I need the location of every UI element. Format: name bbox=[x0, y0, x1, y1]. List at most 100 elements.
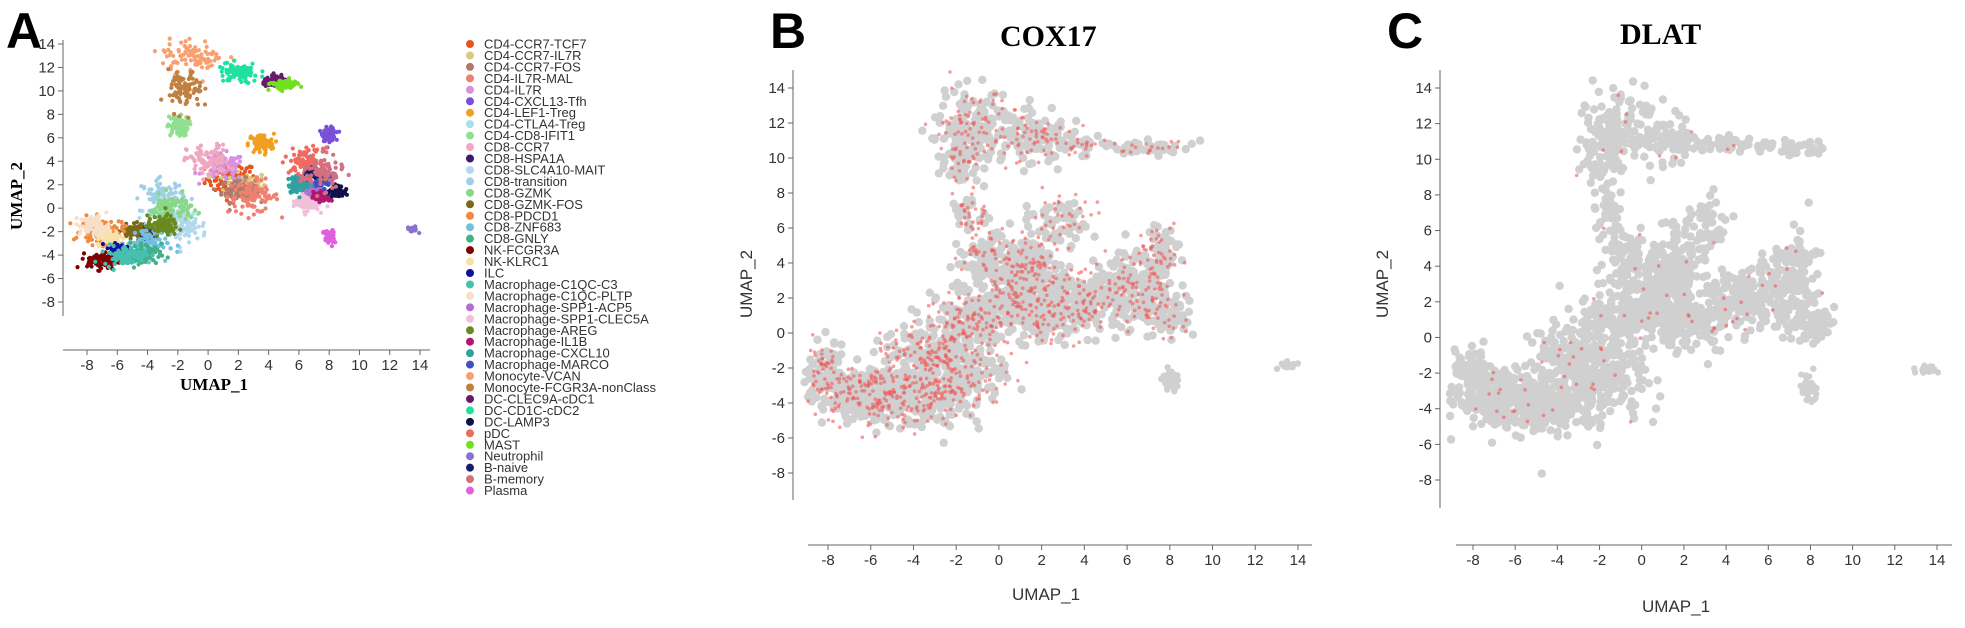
x-tick-label-a: -2 bbox=[171, 357, 184, 374]
cell-point bbox=[243, 79, 248, 84]
cell-point bbox=[234, 179, 239, 184]
cell-point bbox=[252, 138, 257, 143]
cell-point bbox=[193, 163, 198, 168]
cell-point bbox=[328, 233, 333, 238]
cell-point bbox=[97, 218, 102, 223]
cell-point bbox=[142, 184, 147, 189]
y-tick-label-c: 6 bbox=[1424, 223, 1432, 240]
cell-point bbox=[245, 143, 250, 148]
cell-point bbox=[266, 193, 272, 198]
cell-point bbox=[146, 244, 151, 250]
cell-point bbox=[204, 150, 209, 155]
y-tick-label-c: -6 bbox=[1419, 436, 1432, 453]
background-cells-b bbox=[800, 75, 1302, 447]
cell-point bbox=[160, 253, 165, 258]
cell-point bbox=[337, 129, 342, 134]
x-tick-label-a: -6 bbox=[111, 357, 124, 374]
cell-point bbox=[293, 157, 298, 162]
cell-point bbox=[169, 85, 174, 90]
y-tick-label-b: -4 bbox=[772, 395, 785, 412]
cell-point bbox=[183, 198, 188, 203]
cell-point bbox=[188, 58, 194, 63]
cell-point bbox=[227, 175, 232, 180]
cell-point bbox=[292, 152, 297, 157]
cell-point bbox=[68, 221, 73, 226]
cell-point bbox=[132, 230, 138, 235]
cell-point bbox=[187, 36, 192, 41]
panel-a-points bbox=[68, 36, 422, 273]
cell-point bbox=[287, 184, 292, 189]
cell-point bbox=[149, 208, 154, 213]
cell-point bbox=[186, 219, 191, 224]
cell-point bbox=[289, 168, 294, 173]
cell-point bbox=[133, 251, 138, 256]
cell-point bbox=[229, 55, 234, 60]
cell-point bbox=[315, 172, 320, 177]
cell-point bbox=[1195, 136, 1205, 145]
cell-point bbox=[925, 288, 934, 297]
cell-point bbox=[182, 158, 187, 163]
cell-point bbox=[213, 147, 218, 152]
cell-point bbox=[254, 175, 260, 180]
x-tick-label-b: 2 bbox=[1037, 552, 1045, 569]
y-tick-label-b: 12 bbox=[768, 115, 785, 132]
cell-point bbox=[190, 227, 195, 232]
cell-point bbox=[223, 191, 228, 196]
cell-point bbox=[193, 171, 198, 176]
panel-b-title: COX17 bbox=[1000, 20, 1097, 53]
cell-point bbox=[330, 185, 335, 191]
cell-point bbox=[263, 206, 268, 211]
cell-point bbox=[243, 178, 248, 183]
cell-point bbox=[74, 222, 79, 227]
cell-point bbox=[315, 193, 320, 199]
cell-point bbox=[150, 198, 155, 203]
cell-point bbox=[153, 260, 158, 266]
y-tick-label-a: 4 bbox=[47, 153, 55, 170]
cell-point bbox=[247, 188, 252, 193]
cell-point bbox=[125, 252, 131, 257]
cell-point bbox=[224, 195, 229, 200]
cell-point bbox=[177, 114, 182, 119]
cell-point bbox=[269, 137, 274, 142]
x-tick-label-a: 8 bbox=[325, 357, 333, 374]
cell-point bbox=[171, 93, 176, 98]
cell-point bbox=[93, 259, 98, 264]
cell-point bbox=[201, 177, 206, 182]
x-tick-label-b: 14 bbox=[1290, 552, 1307, 569]
y-tick-label-a: -8 bbox=[42, 294, 55, 311]
cell-point bbox=[175, 77, 180, 82]
y-tick-label-b: 4 bbox=[777, 255, 785, 272]
cell-point bbox=[914, 318, 923, 327]
cell-point bbox=[253, 73, 258, 78]
cell-point bbox=[96, 268, 101, 273]
cell-point bbox=[100, 241, 105, 247]
cell-point bbox=[183, 44, 188, 50]
cell-point bbox=[131, 221, 137, 226]
y-tick-label-b: -6 bbox=[772, 430, 785, 447]
cell-point bbox=[1012, 118, 1021, 127]
panel-letter-b: B bbox=[770, 3, 806, 59]
cell-point bbox=[176, 85, 181, 90]
cell-point bbox=[330, 181, 335, 186]
cell-point bbox=[261, 135, 266, 140]
cell-point bbox=[110, 233, 115, 238]
x-tick-label-c: 0 bbox=[1638, 552, 1646, 569]
cell-point bbox=[252, 198, 257, 203]
y-tick-label-a: -2 bbox=[42, 224, 55, 241]
cell-point bbox=[154, 178, 159, 183]
cell-point bbox=[240, 183, 245, 188]
x-tick-label-b: -6 bbox=[864, 552, 877, 569]
cell-point bbox=[331, 176, 336, 181]
cell-point bbox=[183, 216, 188, 221]
cell-point bbox=[197, 157, 202, 163]
cell-point bbox=[120, 227, 125, 232]
cell-point bbox=[206, 172, 211, 177]
cell-point bbox=[129, 260, 134, 265]
x-tick-label-c: -2 bbox=[1593, 552, 1606, 569]
cell-point bbox=[211, 187, 216, 192]
cell-point bbox=[274, 192, 279, 197]
cell-point bbox=[75, 265, 80, 270]
cell-point bbox=[166, 67, 171, 72]
cell-point bbox=[162, 198, 167, 203]
